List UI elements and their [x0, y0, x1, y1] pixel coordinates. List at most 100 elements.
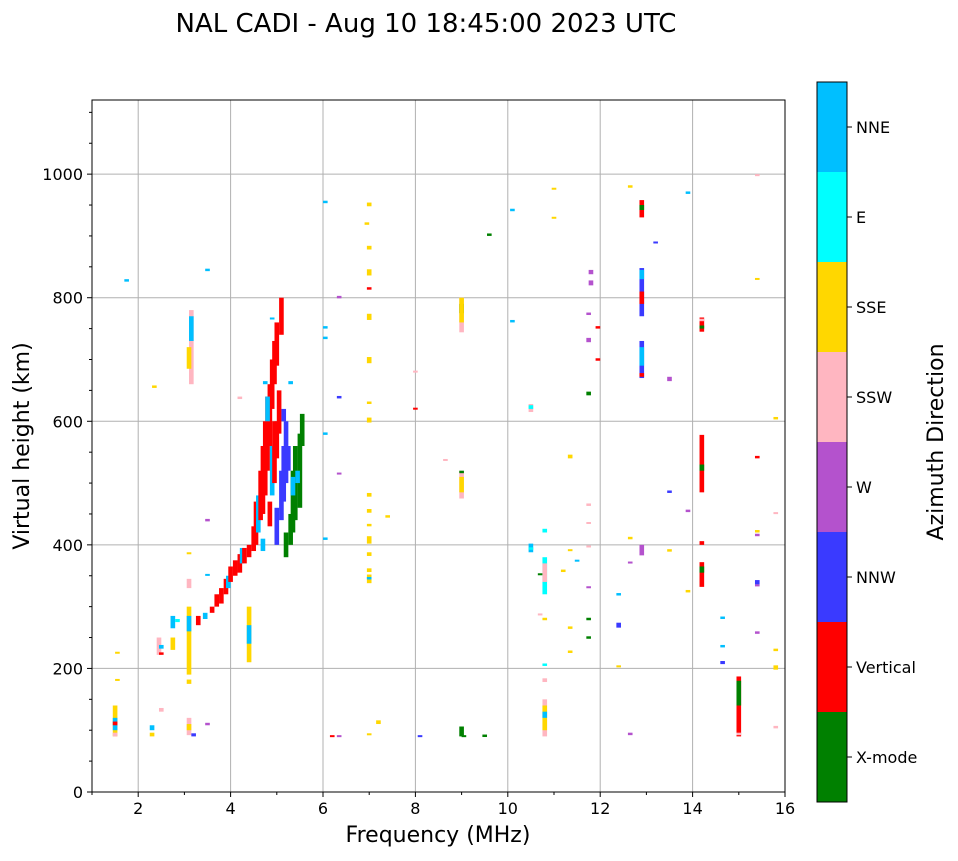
data-point-nne — [290, 476, 296, 496]
colorbar-swatch-nne — [817, 82, 847, 172]
data-point-e — [528, 547, 534, 550]
data-point-vertical — [699, 434, 705, 493]
data-point-x-mode — [699, 566, 705, 573]
data-point-ssw — [186, 578, 192, 589]
data-point-w — [667, 376, 672, 382]
data-point-nne — [574, 559, 580, 562]
data-point-sse — [366, 417, 372, 423]
data-point-sse — [152, 385, 157, 388]
data-point-vertical — [242, 547, 247, 564]
data-point-x-mode — [537, 573, 543, 576]
colorbar-swatch-e — [817, 172, 847, 262]
data-point-nne — [510, 319, 515, 323]
data-point-vertical — [366, 287, 372, 290]
data-point-sse — [754, 277, 760, 280]
data-point-sse — [186, 552, 192, 555]
data-point-w — [586, 312, 591, 316]
data-point-sse — [567, 650, 573, 653]
data-point-e — [528, 405, 534, 409]
colorbar-label: Azimuth Direction — [924, 343, 949, 540]
data-point-sse — [186, 606, 192, 675]
colorbar-tick-label: W — [856, 478, 872, 497]
data-point-nnw — [281, 408, 287, 422]
data-point-nne — [158, 644, 164, 649]
data-point-x-mode — [586, 617, 591, 621]
colorbar-swatch-nnw — [817, 532, 847, 622]
data-point-x-mode — [586, 636, 591, 639]
x-tick-label: 8 — [410, 799, 420, 818]
data-point-sse — [754, 530, 760, 533]
data-point-vertical — [246, 544, 252, 558]
data-point-vertical — [329, 735, 335, 738]
data-point-nnw — [279, 470, 284, 521]
data-point-nne — [323, 336, 328, 340]
data-point-vertical — [276, 390, 282, 434]
data-point-x-mode — [482, 734, 488, 738]
data-point-x-mode — [459, 470, 464, 474]
x-tick-label: 12 — [590, 799, 610, 818]
colorbar-tick-label: Vertical — [856, 658, 916, 677]
data-point-sse — [376, 720, 381, 725]
data-point-sse — [366, 552, 372, 556]
data-point-ssw — [537, 613, 543, 616]
data-point-sse — [170, 637, 176, 650]
data-point-vertical — [219, 588, 224, 604]
data-point-x-mode — [699, 464, 705, 471]
data-point-nne — [720, 644, 725, 648]
data-point-w — [586, 337, 591, 343]
data-point-x-mode — [736, 680, 742, 706]
data-point-vertical — [699, 562, 705, 587]
data-point-ssw — [736, 732, 742, 736]
data-point-nne — [262, 381, 268, 385]
data-point-w — [205, 518, 210, 522]
x-axis-label: Frequency (MHz) — [346, 823, 531, 848]
data-point-x-mode — [487, 233, 492, 236]
data-point-nne — [323, 200, 328, 204]
data-point-sse — [366, 733, 372, 736]
data-point-nne — [205, 573, 210, 576]
y-tick-label: 200 — [52, 659, 83, 678]
data-point-nnw — [417, 735, 423, 738]
data-point-nne — [510, 208, 515, 212]
data-point-sse — [366, 245, 372, 250]
data-point-x-mode — [461, 735, 467, 738]
data-point-ssw — [158, 707, 164, 712]
data-point-sse — [364, 222, 370, 225]
data-point-vertical — [274, 322, 280, 366]
data-point-nne — [186, 615, 192, 632]
data-point-vertical — [699, 541, 705, 545]
data-point-w — [336, 735, 342, 738]
data-point-w — [588, 269, 594, 275]
data-point-vertical — [639, 291, 645, 304]
data-point-sse — [542, 617, 548, 621]
data-point-sse — [627, 536, 633, 540]
x-tick-label: 14 — [682, 799, 702, 818]
data-point-sse — [366, 523, 372, 527]
data-point-x-mode — [699, 325, 705, 329]
chart-title: NAL CADI - Aug 10 18:45:00 2023 UTC — [176, 9, 677, 39]
data-point-w — [639, 544, 645, 556]
data-point-vertical — [195, 615, 201, 626]
data-point-nne — [366, 576, 372, 580]
data-point-nnw — [286, 446, 291, 471]
data-point-vertical — [699, 317, 705, 332]
data-point-nne — [260, 538, 266, 552]
data-point-nne — [189, 316, 194, 341]
data-point-ssw — [773, 512, 779, 515]
colorbar-swatch-w — [817, 442, 847, 532]
data-point-sse — [567, 454, 573, 459]
data-point-ssw — [413, 370, 418, 373]
data-point-nne — [323, 326, 328, 329]
data-point-ssw — [754, 174, 760, 177]
data-point-nne — [720, 616, 725, 619]
data-point-x-mode — [459, 726, 464, 737]
data-point-sse — [366, 568, 372, 573]
data-point-vertical — [595, 358, 601, 361]
data-point-sse — [685, 589, 691, 593]
data-point-sse — [366, 269, 372, 276]
data-point-nne — [205, 268, 210, 272]
data-point-ssw — [699, 318, 705, 322]
data-point-ssw — [156, 637, 162, 655]
y-axis-label: Virtual height (km) — [10, 342, 35, 549]
